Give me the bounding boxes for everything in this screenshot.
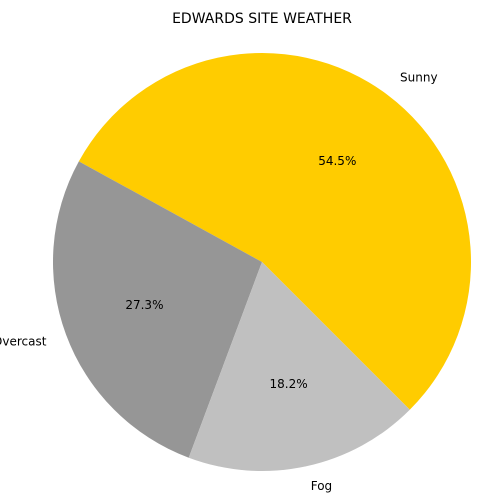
chart-title: EDWARDS SITE WEATHER [172, 11, 352, 27]
slice-percent-fog: 18.2% [270, 377, 308, 391]
pie-slice-fog [188, 262, 410, 471]
pie-labels: Sunny 54.5% Overcast 27.3% Fog 18.2% [0, 71, 438, 494]
pie-slice-overcast [53, 161, 263, 458]
slice-percent-sunny: 54.5% [318, 154, 356, 168]
slice-label-overcast: Overcast [0, 334, 47, 348]
slice-label-fog: Fog [311, 479, 332, 493]
pie-slice-sunny [78, 52, 472, 410]
pie-slices [53, 52, 472, 471]
slice-percent-overcast: 27.3% [125, 298, 163, 312]
slice-label-sunny: Sunny [400, 71, 438, 85]
